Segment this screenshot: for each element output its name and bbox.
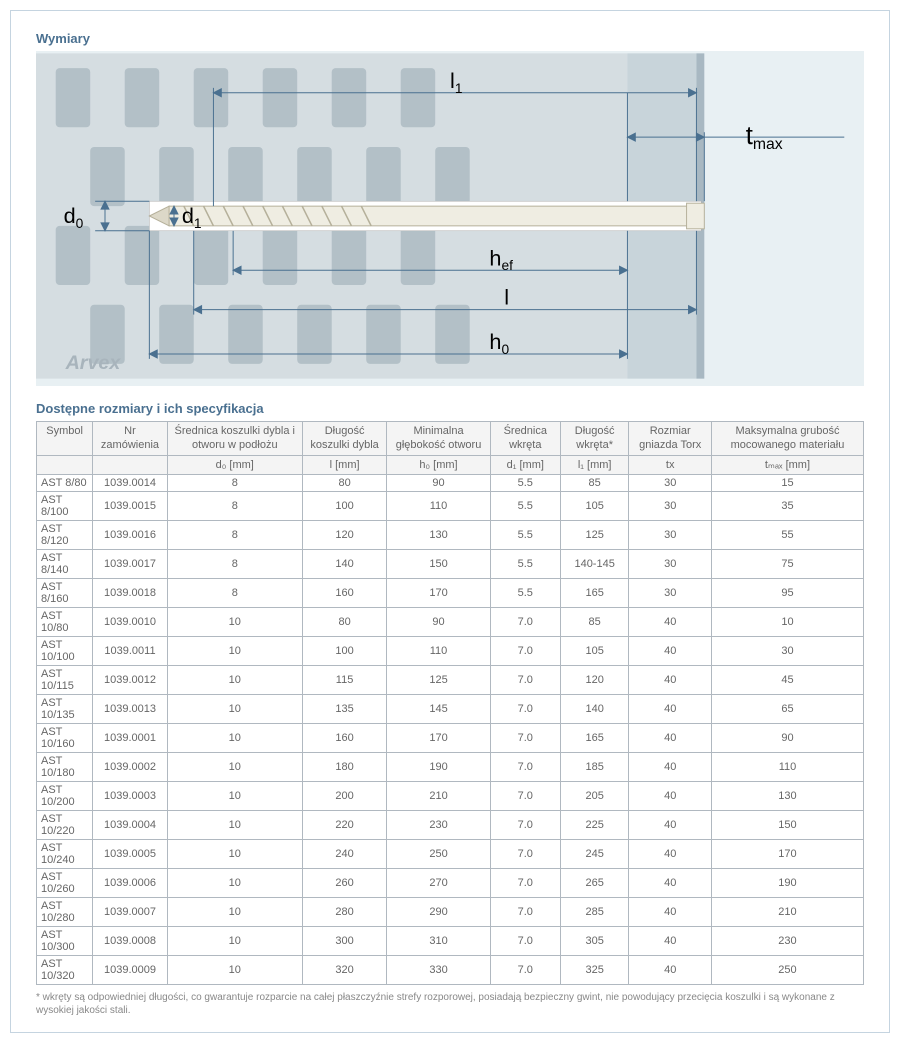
table-row: AST 8/1201039.001681201305.51253055: [37, 520, 864, 549]
table-row: AST 8/801039.0014880905.5853015: [37, 474, 864, 491]
dimensions-title: Wymiary: [36, 31, 864, 46]
col-h0: Minimalna głębokość otworu: [387, 422, 490, 456]
table-row: AST 10/1351039.0013101351457.01404065: [37, 694, 864, 723]
col-symbol: Symbol: [37, 422, 93, 456]
table-row: AST 8/1601039.001881601705.51653095: [37, 578, 864, 607]
table-row: AST 8/1001039.001581001105.51053035: [37, 491, 864, 520]
table-row: AST 10/2801039.0007102802907.028540210: [37, 897, 864, 926]
table-row: AST 10/801039.00101080907.0854010: [37, 607, 864, 636]
table-row: AST 10/2201039.0004102202307.022540150: [37, 810, 864, 839]
col-tx: Rozmiar gniazda Torx: [629, 422, 712, 456]
table-row: AST 8/1401039.001781401505.5140-1453075: [37, 549, 864, 578]
brand-watermark: Arvex: [65, 352, 122, 374]
table-header-row: Symbol Nr zamówienia Średnica koszulki d…: [37, 422, 864, 456]
svg-text:l: l: [504, 285, 509, 310]
table-row: AST 10/2401039.0005102402507.024540170: [37, 839, 864, 868]
col-order: Nr zamówienia: [93, 422, 167, 456]
table-units-row: d₀ [mm] l [mm] h₀ [mm] d₁ [mm] l₁ [mm] t…: [37, 455, 864, 474]
table-row: AST 10/2001039.0003102002107.020540130: [37, 781, 864, 810]
footnote: * wkręty są odpowiedniej długości, co gw…: [36, 991, 864, 1017]
spec-title: Dostępne rozmiary i ich specyfikacja: [36, 401, 864, 416]
col-d0: Średnica koszulki dybla i otworu w podło…: [167, 422, 302, 456]
table-row: AST 10/1151039.0012101151257.01204045: [37, 665, 864, 694]
table-row: AST 10/1801039.0002101801907.018540110: [37, 752, 864, 781]
table-row: AST 10/3201039.0009103203307.032540250: [37, 955, 864, 984]
table-row: AST 10/1001039.0011101001107.01054030: [37, 636, 864, 665]
col-tmax: Maksymalna grubość mocowanego materiału: [711, 422, 863, 456]
col-d1: Średnica wkręta: [490, 422, 560, 456]
spec-table: Symbol Nr zamówienia Średnica koszulki d…: [36, 421, 864, 985]
table-row: AST 10/3001039.0008103003107.030540230: [37, 926, 864, 955]
col-l1: Długość wkręta*: [560, 422, 629, 456]
col-l: Długość koszulki dybla: [302, 422, 386, 456]
table-row: AST 10/1601039.0001101601707.01654090: [37, 723, 864, 752]
dimensions-diagram: l1 tmax d0 d1 hef l h0 Arvex: [36, 51, 864, 386]
table-row: AST 10/2601039.0006102602707.026540190: [37, 868, 864, 897]
